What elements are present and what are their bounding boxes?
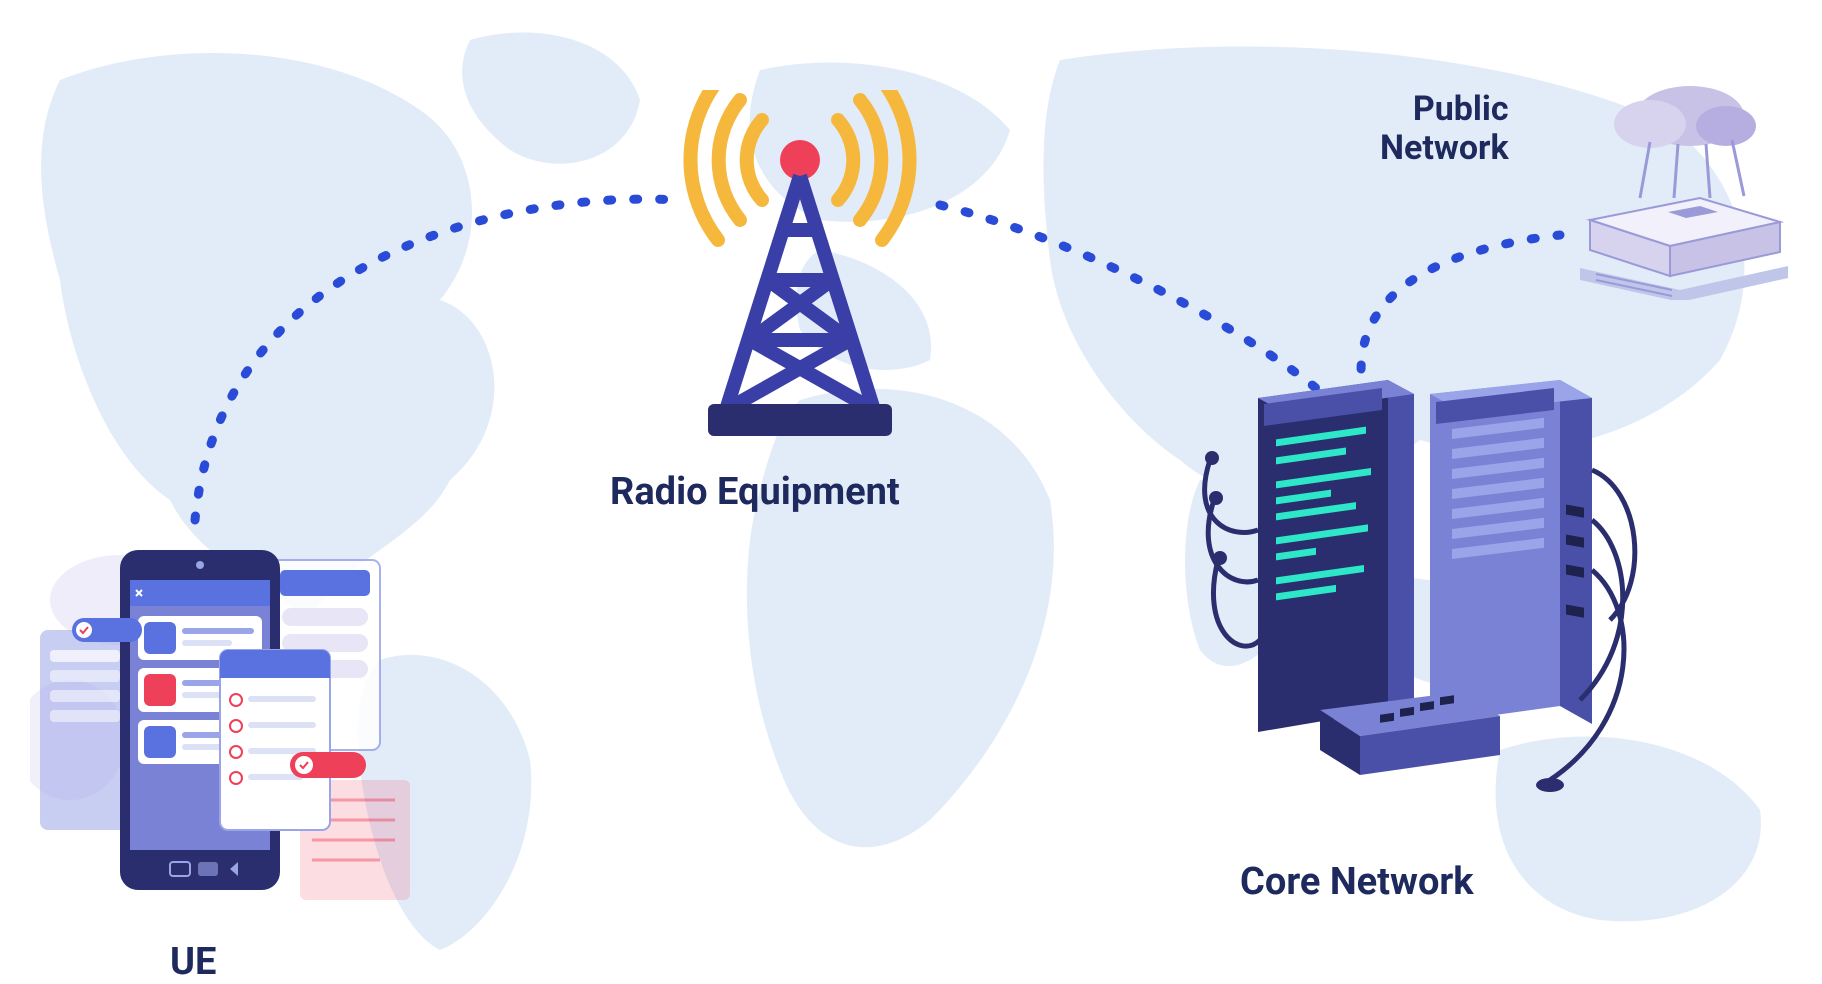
cloud-router-icon [1550, 80, 1790, 300]
ue-icon [30, 540, 430, 920]
radio-equipment-label: Radio Equipment [610, 470, 900, 514]
public-network-node [1550, 80, 1790, 300]
edge-ue-radio [195, 199, 680, 520]
ue-node [30, 540, 430, 920]
radio-tower-icon [650, 90, 950, 450]
ue-label: UE [170, 940, 216, 984]
diagram-canvas: UE Radio Equipment Core Network Public N… [0, 0, 1822, 984]
radio-tower-node [650, 90, 950, 450]
public-network-label: Public Network [1380, 90, 1509, 168]
server-rack-icon [1200, 380, 1660, 820]
core-network-node [1200, 380, 1660, 820]
core-network-label: Core Network [1240, 860, 1474, 904]
